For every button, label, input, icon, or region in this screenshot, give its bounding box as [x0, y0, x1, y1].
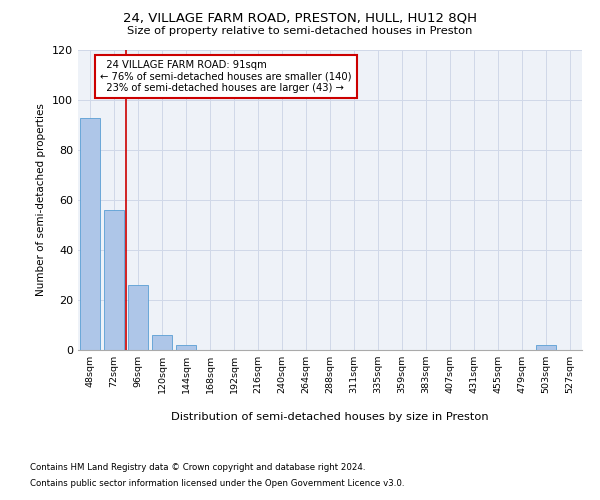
Text: 24 VILLAGE FARM ROAD: 91sqm
← 76% of semi-detached houses are smaller (140)
  23: 24 VILLAGE FARM ROAD: 91sqm ← 76% of sem… — [100, 60, 352, 93]
Text: 24, VILLAGE FARM ROAD, PRESTON, HULL, HU12 8QH: 24, VILLAGE FARM ROAD, PRESTON, HULL, HU… — [123, 12, 477, 24]
Bar — [536, 345, 556, 350]
Bar — [80, 118, 100, 350]
Bar — [104, 210, 124, 350]
Text: Size of property relative to semi-detached houses in Preston: Size of property relative to semi-detach… — [127, 26, 473, 36]
Text: Contains HM Land Registry data © Crown copyright and database right 2024.: Contains HM Land Registry data © Crown c… — [30, 464, 365, 472]
Y-axis label: Number of semi-detached properties: Number of semi-detached properties — [37, 104, 46, 296]
Bar — [128, 285, 148, 350]
Text: Contains public sector information licensed under the Open Government Licence v3: Contains public sector information licen… — [30, 478, 404, 488]
Bar — [152, 335, 172, 350]
Text: Distribution of semi-detached houses by size in Preston: Distribution of semi-detached houses by … — [171, 412, 489, 422]
Bar — [176, 345, 196, 350]
